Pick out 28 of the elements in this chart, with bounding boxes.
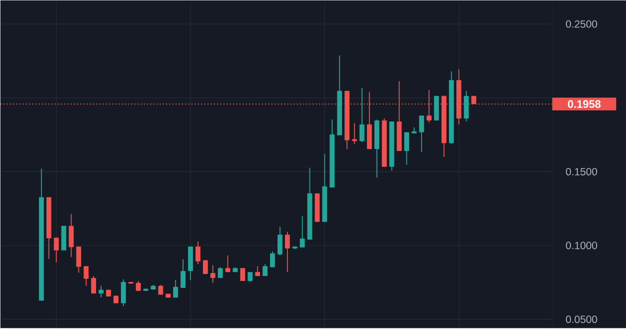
candlestick <box>352 123 357 145</box>
candlestick <box>91 276 96 294</box>
candlestick <box>404 132 410 166</box>
candlestick <box>173 280 178 298</box>
candlestick <box>284 232 290 273</box>
candlestick <box>195 241 200 265</box>
candlestick <box>120 279 126 307</box>
candlestick <box>277 226 282 256</box>
candlestick <box>359 88 364 143</box>
candlestick <box>240 268 246 282</box>
candlestick <box>84 266 89 286</box>
candlestick <box>248 272 253 283</box>
candlestick <box>464 90 469 122</box>
candlestick <box>270 251 275 268</box>
candlestick <box>180 258 186 289</box>
ref-line-label: 0.1958 <box>568 100 601 108</box>
y-tick-label: 0.1000 <box>566 242 598 250</box>
y-tick-label: 0.1500 <box>566 168 598 176</box>
candlestick <box>225 255 230 273</box>
candlestick <box>68 214 74 258</box>
candlestick <box>54 237 59 263</box>
candlestick <box>419 115 424 153</box>
y-tick-label: 0.0500 <box>566 316 598 324</box>
y-tick-label: 0.2500 <box>566 20 598 28</box>
candlestick <box>98 286 104 298</box>
candlestick <box>300 216 305 248</box>
candlestick <box>210 264 216 284</box>
candlestick <box>76 246 82 274</box>
